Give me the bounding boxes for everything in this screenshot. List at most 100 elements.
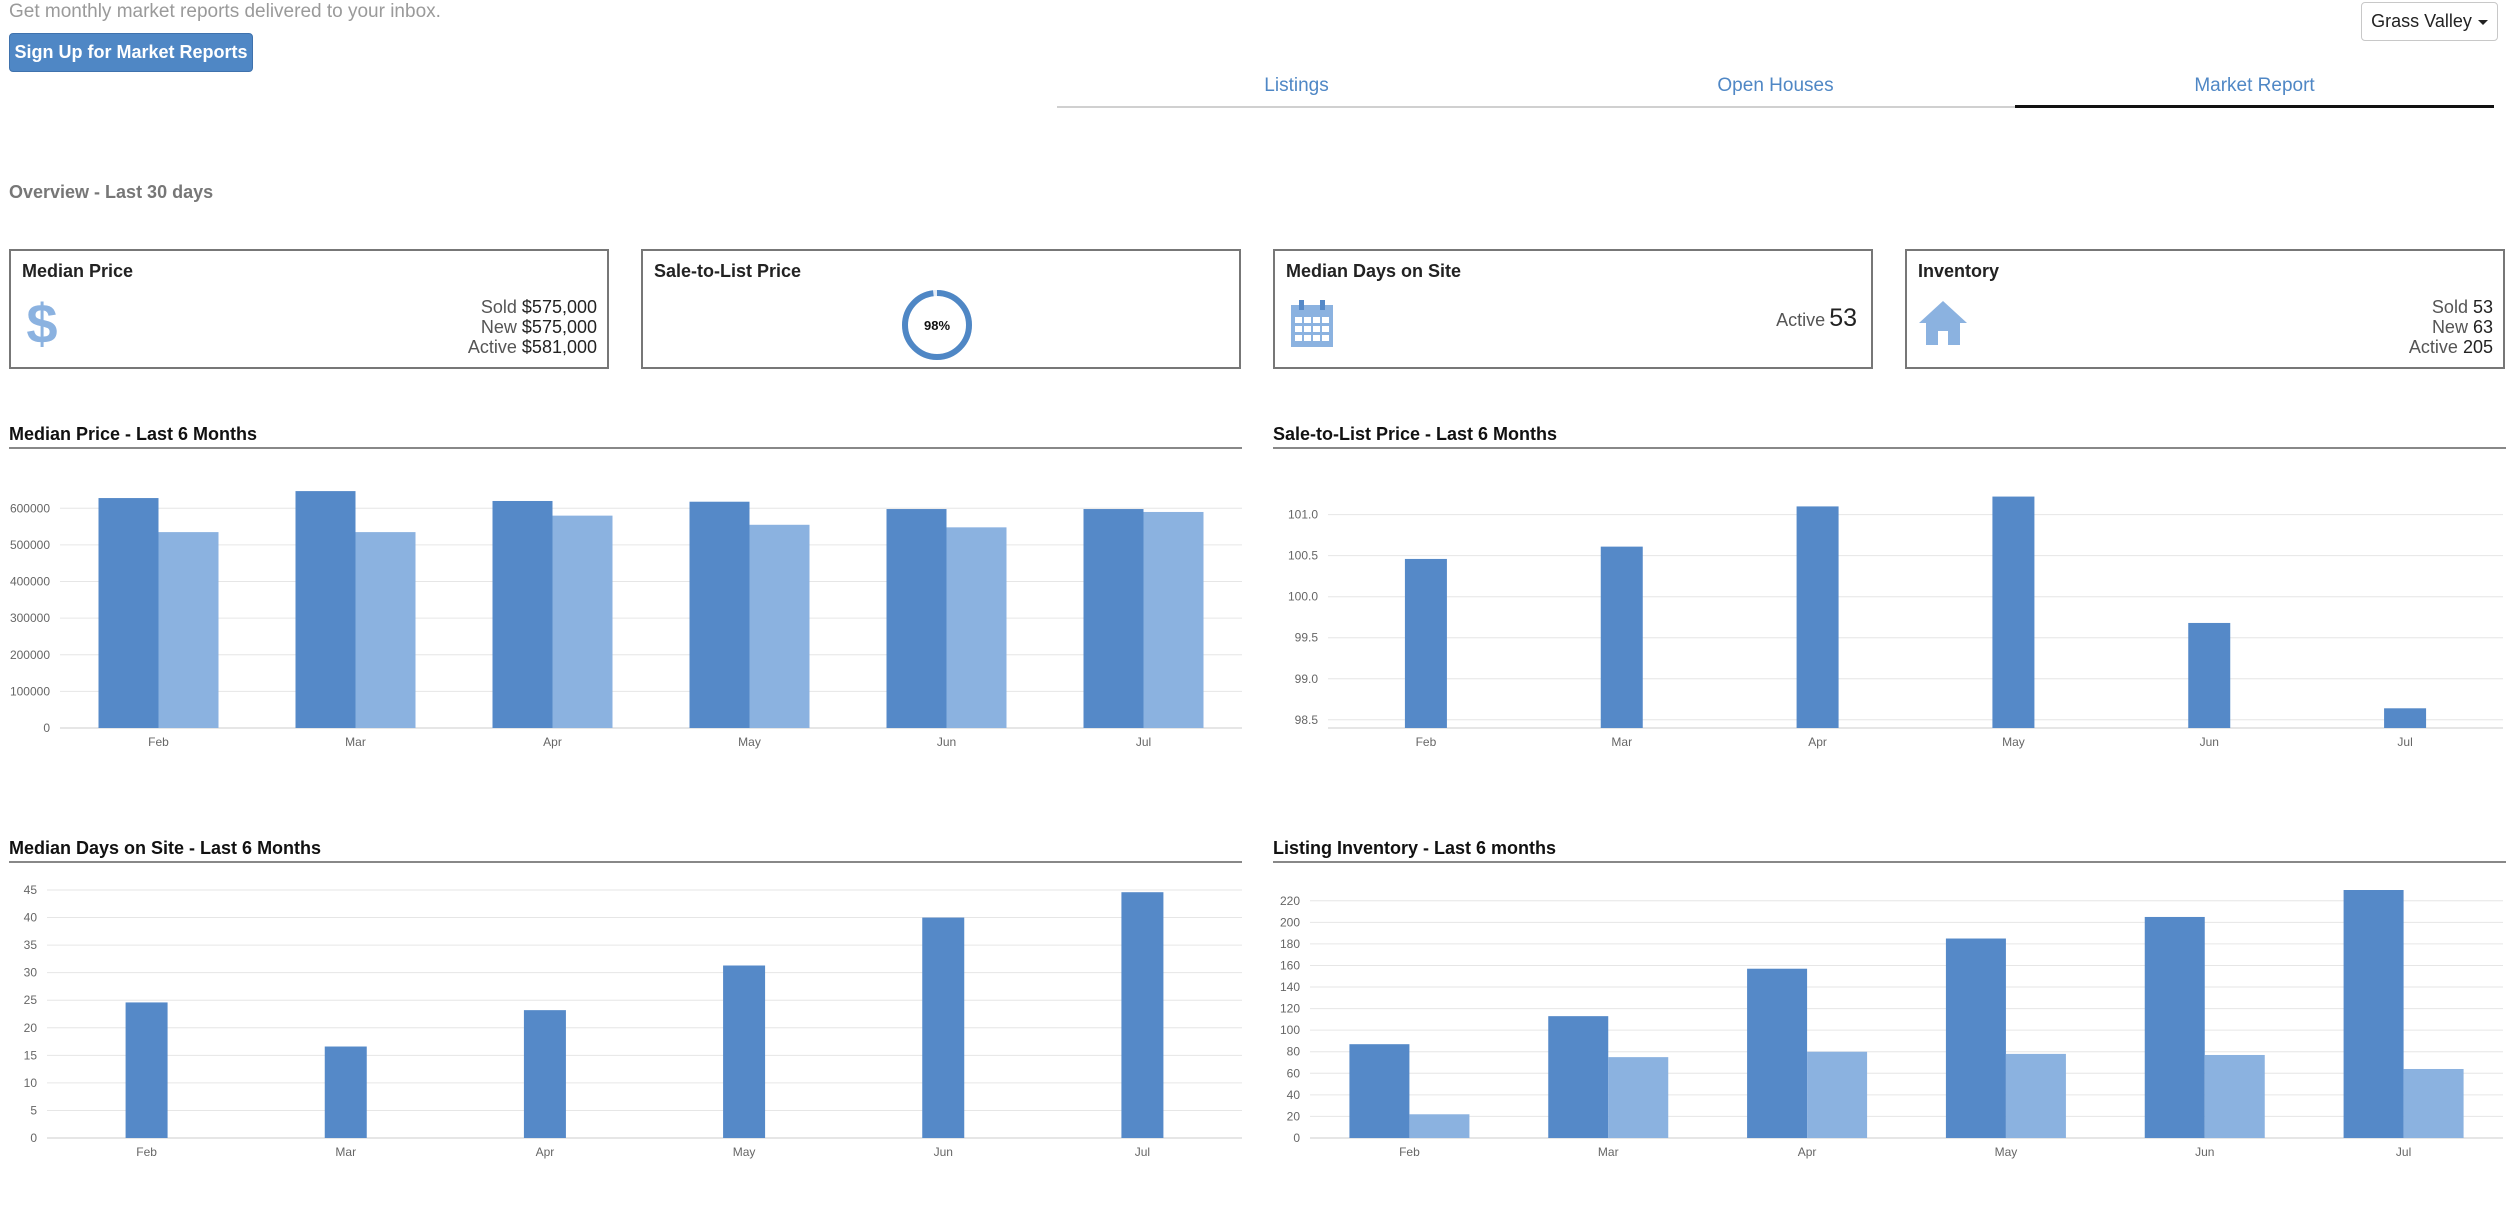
bar-may-series-1[interactable]	[1945, 938, 2006, 1138]
signup-market-reports-button[interactable]: Sign Up for Market Reports	[9, 33, 253, 72]
bar-feb-series-1[interactable]	[98, 498, 159, 728]
stat-value: $581,000	[521, 337, 597, 357]
bar-feb-series-2[interactable]	[158, 532, 219, 728]
bar-may-series-2[interactable]	[749, 524, 810, 728]
y-tick-label: 220	[1280, 894, 1300, 908]
x-tick-label: Apr	[1798, 1145, 1817, 1159]
y-tick-label: 10	[24, 1076, 38, 1090]
x-tick-label: May	[1995, 1145, 2018, 1159]
sale-to-list-value: 98%	[923, 317, 951, 333]
bar-jun-series-1[interactable]	[2144, 916, 2205, 1138]
bar-jul-series-2[interactable]	[2403, 1068, 2464, 1138]
y-tick-label: 80	[1287, 1045, 1301, 1059]
bar-jul-series-1[interactable]	[1083, 509, 1144, 728]
x-tick-label: Apr	[536, 1145, 555, 1159]
bar-jun-series-1[interactable]	[922, 917, 965, 1138]
bar-may-series-1[interactable]	[1992, 496, 2035, 728]
y-tick-label: 101.0	[1288, 508, 1318, 522]
y-tick-label: 35	[24, 938, 38, 952]
bar-may-series-2[interactable]	[2005, 1053, 2066, 1138]
bar-mar-series-2[interactable]	[355, 532, 416, 728]
bar-jul-series-1[interactable]	[2384, 708, 2427, 728]
x-tick-label: Apr	[543, 735, 562, 749]
tab-listings[interactable]: Listings	[1264, 75, 1329, 96]
stat-value: 63	[2472, 317, 2493, 337]
y-tick-label: 100.5	[1288, 549, 1318, 563]
bar-apr-series-1[interactable]	[492, 500, 553, 728]
bar-feb-series-1[interactable]	[125, 1002, 168, 1138]
tab-open-houses[interactable]: Open Houses	[1717, 75, 1834, 96]
bar-mar-series-1[interactable]	[295, 491, 356, 728]
y-tick-label: 25	[24, 993, 38, 1007]
bar-apr-series-1[interactable]	[1747, 968, 1808, 1138]
bar-feb-series-2[interactable]	[1409, 1114, 1470, 1138]
x-tick-label: Mar	[1611, 735, 1632, 749]
bar-feb-series-1[interactable]	[1349, 1044, 1410, 1138]
bar-apr-series-1[interactable]	[523, 1010, 566, 1138]
overview-heading: Overview - Last 30 days	[9, 182, 214, 202]
listing-inventory-chart: 0 20 40 60 80 100 120 140 160 180 200 220 Feb Mar Apr M…	[1280, 890, 2503, 1159]
bar-may-series-1[interactable]	[689, 501, 750, 728]
y-tick-label: 99.5	[1295, 631, 1319, 645]
bar-mar-series-1[interactable]	[1600, 546, 1643, 728]
x-tick-label: Apr	[1808, 735, 1827, 749]
stat-label: New	[2431, 317, 2468, 337]
bar-jun-series-1[interactable]	[2188, 622, 2231, 728]
bar-jun-series-1[interactable]	[886, 509, 947, 728]
bar-jul-series-1[interactable]	[1121, 892, 1164, 1138]
inventory-stats: Sold 53 New 63 Active 205	[2409, 297, 2493, 357]
median-days-chart-title: Median Days on Site - Last 6 Months	[9, 838, 1242, 863]
bar-jul-series-1[interactable]	[2343, 890, 2404, 1138]
calendar-icon	[1289, 299, 1335, 354]
listing-inventory-chart-title: Listing Inventory - Last 6 months	[1273, 838, 2506, 863]
x-tick-label: Jun	[937, 735, 956, 749]
bar-may-series-1[interactable]	[723, 965, 766, 1138]
x-tick-label: Jun	[2200, 735, 2219, 749]
y-tick-label: 300000	[10, 611, 50, 625]
x-tick-label: Jul	[2397, 735, 2412, 749]
card-title: Inventory	[1918, 261, 2000, 281]
y-tick-label: 45	[24, 883, 38, 897]
region-dropdown[interactable]: Grass Valley	[2361, 2, 2498, 41]
x-tick-label: May	[733, 1145, 756, 1159]
median-price-stats: Sold $575,000 New $575,000 Active $581,0…	[468, 297, 597, 357]
signup-prompt: Get monthly market reports delivered to …	[9, 1, 441, 22]
bar-jul-series-2[interactable]	[1143, 511, 1204, 728]
bar-apr-series-1[interactable]	[1796, 506, 1839, 728]
stat-label: Sold	[480, 297, 517, 317]
y-tick-label: 600000	[10, 501, 50, 515]
bar-apr-series-2[interactable]	[552, 515, 613, 728]
bar-mar-series-1[interactable]	[1548, 1016, 1609, 1138]
tab-market-report[interactable]: Market Report	[2015, 68, 2494, 108]
bar-mar-series-1[interactable]	[324, 1046, 367, 1138]
sale-to-list-chart-title: Sale-to-List Price - Last 6 Months	[1273, 424, 2506, 449]
y-tick-label: 15	[24, 1048, 38, 1062]
y-tick-label: 500000	[10, 538, 50, 552]
y-tick-label: 99.0	[1295, 672, 1319, 686]
caret-down-icon	[2477, 20, 2488, 25]
y-tick-label: 140	[1280, 980, 1300, 994]
stat-value: $575,000	[521, 317, 597, 337]
sale-to-list-chart: 98.5 99.0 99.5 100.0 100.5 101.0 Feb Mar Apr May J…	[1288, 496, 2503, 749]
y-tick-label: 180	[1280, 937, 1300, 951]
bar-feb-series-1[interactable]	[1404, 558, 1447, 728]
bar-jun-series-2[interactable]	[946, 527, 1007, 728]
x-tick-label: Feb	[1399, 1145, 1420, 1159]
y-tick-label: 200000	[10, 648, 50, 662]
median-price-chart: 0 100000 200000 300000 400000 500000 600000 Feb…	[10, 491, 1242, 749]
y-tick-label: 200	[1280, 915, 1300, 929]
house-icon	[1917, 299, 1969, 352]
x-tick-label: Mar	[335, 1145, 356, 1159]
x-tick-label: Mar	[345, 735, 366, 749]
stat-value: $575,000	[521, 297, 597, 317]
bar-apr-series-2[interactable]	[1807, 1051, 1868, 1138]
y-tick-label: 20	[24, 1021, 38, 1035]
y-tick-label: 5	[30, 1103, 37, 1117]
y-tick-label: 120	[1280, 1002, 1300, 1016]
y-tick-label: 40	[1287, 1088, 1301, 1102]
bar-jun-series-2[interactable]	[2204, 1054, 2265, 1138]
stat-label: Sold	[2431, 297, 2468, 317]
x-tick-label: Feb	[148, 735, 169, 749]
median-price-card: Median Price $ Sold $575,000 New $575,00…	[9, 249, 609, 369]
bar-mar-series-2[interactable]	[1608, 1057, 1669, 1138]
